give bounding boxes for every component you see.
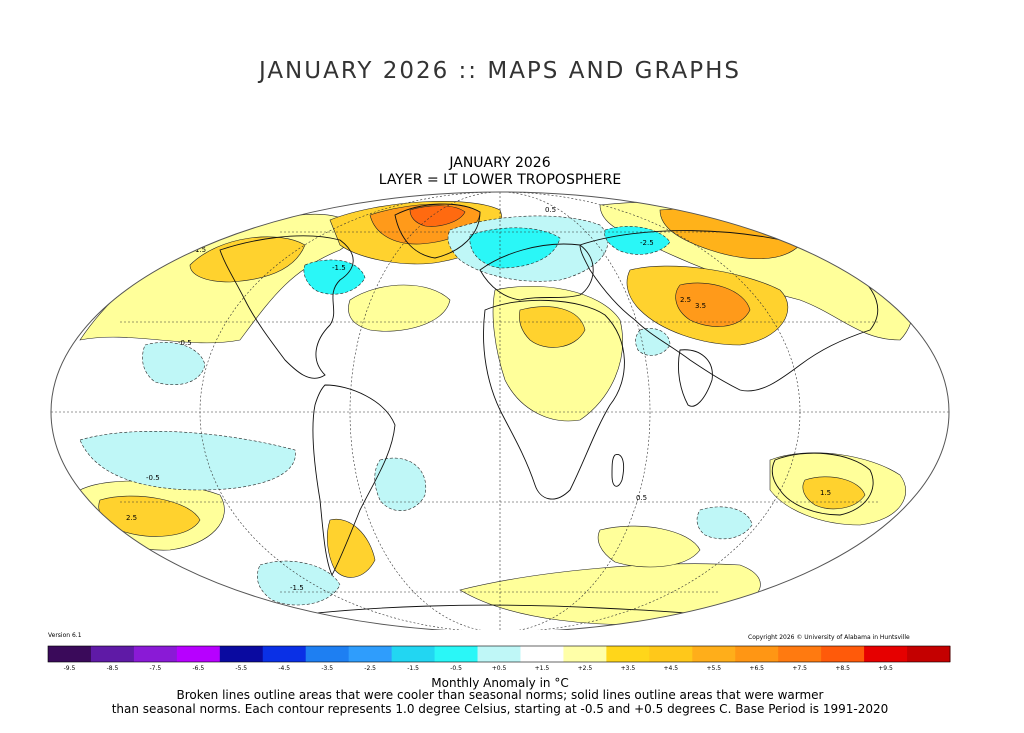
legend-swatch [176, 646, 221, 662]
legend-swatch [821, 646, 865, 662]
contour-label: 1.5 [195, 246, 206, 254]
legend-tick-label: +0.5 [492, 665, 507, 672]
cool-region-hudson-bay [303, 259, 366, 295]
warm-region-atlantic [348, 284, 451, 332]
map-title-layer: LAYER = LT LOWER TROPOSPHERE [378, 172, 622, 188]
legend-tick-label: -0.5 [450, 665, 462, 672]
legend-swatch [692, 646, 736, 662]
legend-swatch [520, 646, 564, 662]
legend-border [47, 645, 951, 663]
map-title-date: JANUARY 2026 [449, 155, 551, 171]
contour-label: 2.5 [680, 296, 691, 304]
warm-region-south-america [326, 518, 376, 578]
legend-swatch [348, 646, 393, 662]
page-title: JANUARY 2026 :: MAPS AND GRAPHS [258, 58, 742, 84]
legend-swatch [219, 646, 264, 662]
legend-swatch [735, 646, 779, 662]
madagascar-outline [611, 454, 625, 487]
legend-swatch [907, 646, 951, 662]
contour-label: 0.5 [636, 494, 647, 502]
legend-note: Broken lines outline areas that were coo… [0, 688, 1000, 716]
contour-label: -0.5 [146, 474, 160, 482]
legend-note-line1: Broken lines outline areas that were coo… [176, 688, 824, 702]
legend-unit-label: Monthly Anomaly in °C [431, 676, 569, 690]
legend-tick-label: +8.5 [835, 665, 850, 672]
copyright-label: Copyright 2026 © University of Alabama i… [748, 634, 910, 641]
legend-tick-label: +4.5 [664, 665, 679, 672]
legend-tick-label: -6.5 [192, 665, 204, 672]
warm-region-australia-core [802, 476, 866, 510]
legend-tick-label: +9.5 [878, 665, 893, 672]
legend-swatch [606, 646, 650, 662]
legend-tick-label: +2.5 [578, 665, 593, 672]
graticule [51, 192, 949, 630]
legend-swatch [649, 646, 693, 662]
legend-swatch [305, 646, 350, 662]
map-title: JANUARY 2026 LAYER = LT LOWER TROPOSPHER… [300, 155, 700, 189]
north-america-outline [219, 235, 354, 379]
legend-swatch [133, 646, 178, 662]
cool-region-southern-pacific [257, 560, 341, 606]
europe-outline [479, 243, 594, 301]
warm-region-alaska [189, 236, 306, 283]
legend-swatch [563, 646, 607, 662]
legend-tick-label: +6.5 [749, 665, 764, 672]
contour-label: 0.5 [545, 206, 556, 214]
cool-region-europe-core [469, 227, 561, 269]
legend-tick-label: -2.5 [364, 665, 376, 672]
legend-swatch [90, 646, 135, 662]
legend-swatch [262, 646, 307, 662]
contour-labels: 0.5 1.5 2.5 3.5 -0.5 -1.5 2.5 1.5 -0.5 -… [126, 206, 831, 592]
globe-border [50, 191, 950, 630]
legend-tick-label: -9.5 [64, 665, 76, 672]
legend-tick-label: -7.5 [150, 665, 162, 672]
contour-label: -1.5 [290, 584, 304, 592]
anomaly-map: 0.5 1.5 2.5 3.5 -0.5 -1.5 2.5 1.5 -0.5 -… [50, 191, 950, 630]
cool-region-indian-ocean [696, 506, 753, 540]
legend-swatch [391, 646, 436, 662]
legend-tick-label: +7.5 [792, 665, 807, 672]
legend-swatch [778, 646, 822, 662]
greenland-outline [394, 203, 481, 259]
legend-note-line2: than seasonal norms. Each contour repres… [111, 702, 889, 716]
legend-tick-label: -4.5 [278, 665, 290, 672]
warm-region-sahara [519, 306, 586, 348]
india-outline [677, 349, 713, 407]
contour-label: -2.5 [640, 239, 654, 247]
legend-tick-label: -5.5 [235, 665, 247, 672]
legend-tick-label: +5.5 [706, 665, 721, 672]
cool-region-tropical-pacific [79, 430, 296, 491]
cool-region-arabian-sea [635, 328, 671, 356]
legend-swatch [48, 646, 92, 662]
cool-region-west-asia [604, 226, 671, 255]
south-america-outline [312, 384, 396, 577]
contour-label: 1.5 [820, 489, 831, 497]
legend-tick-label: +3.5 [621, 665, 636, 672]
contour-label: 3.5 [695, 302, 706, 310]
legend-swatch [434, 646, 479, 662]
legend-tick-label: -1.5 [407, 665, 419, 672]
version-label: Version 6.1 [48, 632, 82, 639]
legend-swatch [864, 646, 908, 662]
legend-tick-label: +1.5 [535, 665, 550, 672]
cool-region-central-pacific [142, 342, 206, 386]
legend-tick-label: -3.5 [321, 665, 333, 672]
legend-tick-label: -8.5 [107, 665, 119, 672]
cool-region-south-atlantic [374, 457, 427, 511]
warm-region-central-asia-core [675, 282, 751, 327]
legend-swatch [477, 646, 521, 662]
contour-label: -1.5 [332, 264, 346, 272]
warm-region-greenland-peak [409, 205, 466, 227]
contour-label: 2.5 [126, 514, 137, 522]
color-legend: -9.5 -8.5 -7.5 -6.5 -5.5 -4.5 -3.5 -2.5 -1.5 -0.5… [47, 645, 951, 672]
warm-anomaly-regions [79, 201, 915, 625]
australia-outline [771, 452, 874, 516]
contour-label: -0.5 [178, 339, 192, 347]
